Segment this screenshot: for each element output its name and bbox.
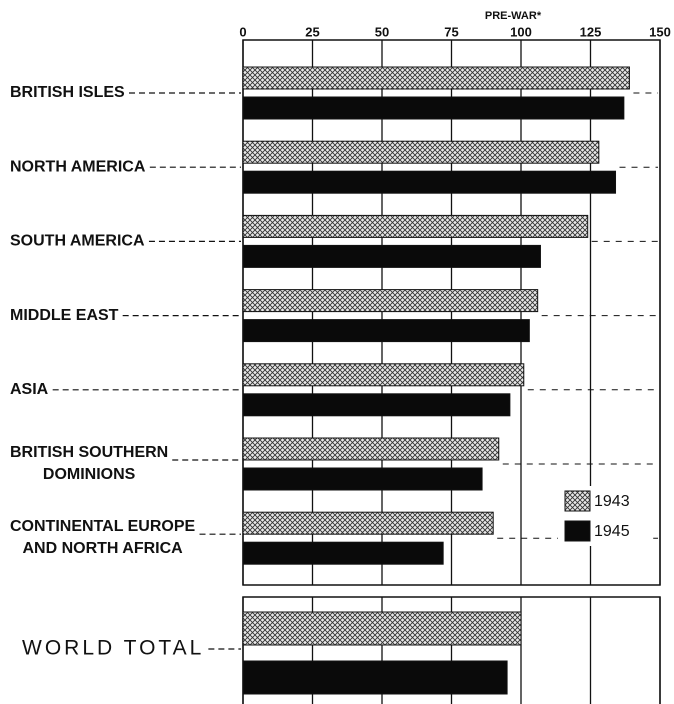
bar	[242, 541, 444, 565]
bar	[242, 319, 530, 343]
bar	[242, 437, 500, 461]
x-tick-label: 50	[375, 24, 389, 39]
x-tick-label: 0	[239, 24, 246, 39]
category-label: NORTH AMERICA	[10, 158, 146, 175]
bar	[242, 467, 483, 491]
bar	[242, 140, 600, 164]
bar	[242, 214, 589, 238]
category-label: WORLD TOTAL	[22, 637, 204, 660]
x-tick-label: 150	[649, 24, 671, 39]
bar	[242, 244, 541, 268]
category-label: ASIA	[10, 381, 49, 398]
category-label: BRITISH SOUTHERN DOMINIONS	[10, 444, 168, 483]
category-label: CONTINENTAL EUROPE AND NORTH AFRICA	[10, 518, 196, 557]
category-label: SOUTH AMERICA	[10, 233, 145, 250]
bar	[242, 289, 539, 313]
bar	[242, 611, 522, 646]
x-tick-label: 100	[510, 24, 532, 39]
legend-label: 1943	[594, 493, 630, 510]
bar	[242, 96, 625, 120]
category-label: BRITISH ISLES	[10, 84, 125, 101]
legend-swatch	[564, 520, 591, 542]
bar	[242, 511, 494, 535]
bar	[242, 660, 508, 695]
legend-label: 1945	[594, 523, 630, 540]
bar	[242, 393, 511, 417]
x-tick-label: 75	[444, 24, 458, 39]
bar	[242, 66, 630, 90]
x-tick-label: 25	[305, 24, 319, 39]
legend-swatch	[564, 490, 591, 512]
bar	[242, 363, 525, 387]
category-label: MIDDLE EAST	[10, 307, 119, 324]
annotation: PRE-WAR*	[485, 10, 542, 22]
bar	[242, 170, 617, 194]
x-tick-label: 125	[580, 24, 602, 39]
